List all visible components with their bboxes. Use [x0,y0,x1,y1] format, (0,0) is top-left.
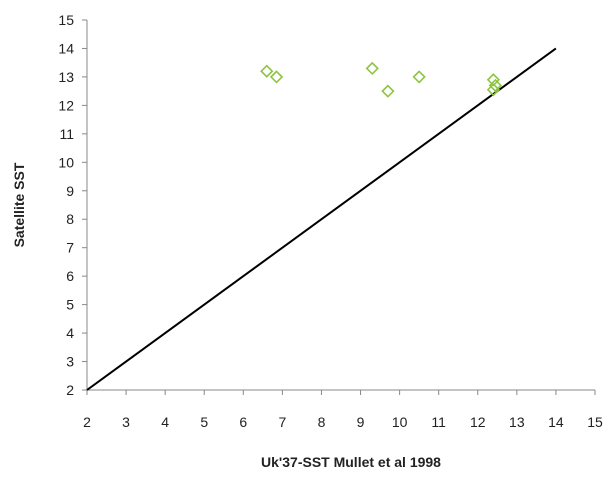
reference-line-layer [86,47,557,391]
y-tick-label: 11 [59,126,74,142]
y-tick-label: 15 [58,12,74,28]
x-tick-label: 5 [200,414,208,430]
reference-line [86,47,557,391]
x-tick-label: 2 [83,414,91,430]
x-tick-label: 13 [509,414,525,430]
y-tick-label: 9 [66,183,74,199]
data-point [381,84,395,98]
data-point [365,61,379,76]
x-tick-label: 8 [318,414,326,430]
tick-labels: 2 3 4 5 6 7 8 9 10 11 12 13 14 15 2 3 4 5 6 7 8 9 10 11 12 13 14 15 [58,12,603,430]
data-point [260,64,274,78]
y-tick-label: 7 [66,240,74,256]
x-tick-label: 11 [431,414,446,430]
x-tick-label: 15 [587,414,603,430]
data-point [269,70,284,84]
axes [82,19,596,395]
y-tick-label: 12 [58,97,74,113]
x-tick-label: 9 [357,414,365,430]
y-tick-label: 14 [58,40,74,56]
y-tick-label: 10 [58,154,74,170]
y-tick-label: 3 [66,354,74,370]
x-tick-label: 4 [161,414,169,430]
x-tick-label: 6 [239,414,247,430]
data-point [488,78,502,93]
data-point [486,83,501,97]
y-tick-label: 5 [66,297,74,313]
y-axis-title: Satellite SST [11,162,27,247]
x-tick-label: 7 [278,414,286,430]
data-points [260,61,502,98]
x-tick-label: 3 [122,414,130,430]
y-tick-label: 13 [58,69,74,85]
x-tick-label: 12 [470,414,486,430]
x-axis-title: Uk'37-SST Mullet et al 1998 [261,454,441,470]
y-tick-label: 6 [66,268,74,284]
x-tick-label: 10 [392,414,408,430]
y-tick-label: 2 [66,382,74,398]
data-point [412,70,426,84]
y-tick-label: 4 [66,325,74,341]
y-tick-label: 8 [66,211,74,227]
x-tick-label: 14 [548,414,564,430]
